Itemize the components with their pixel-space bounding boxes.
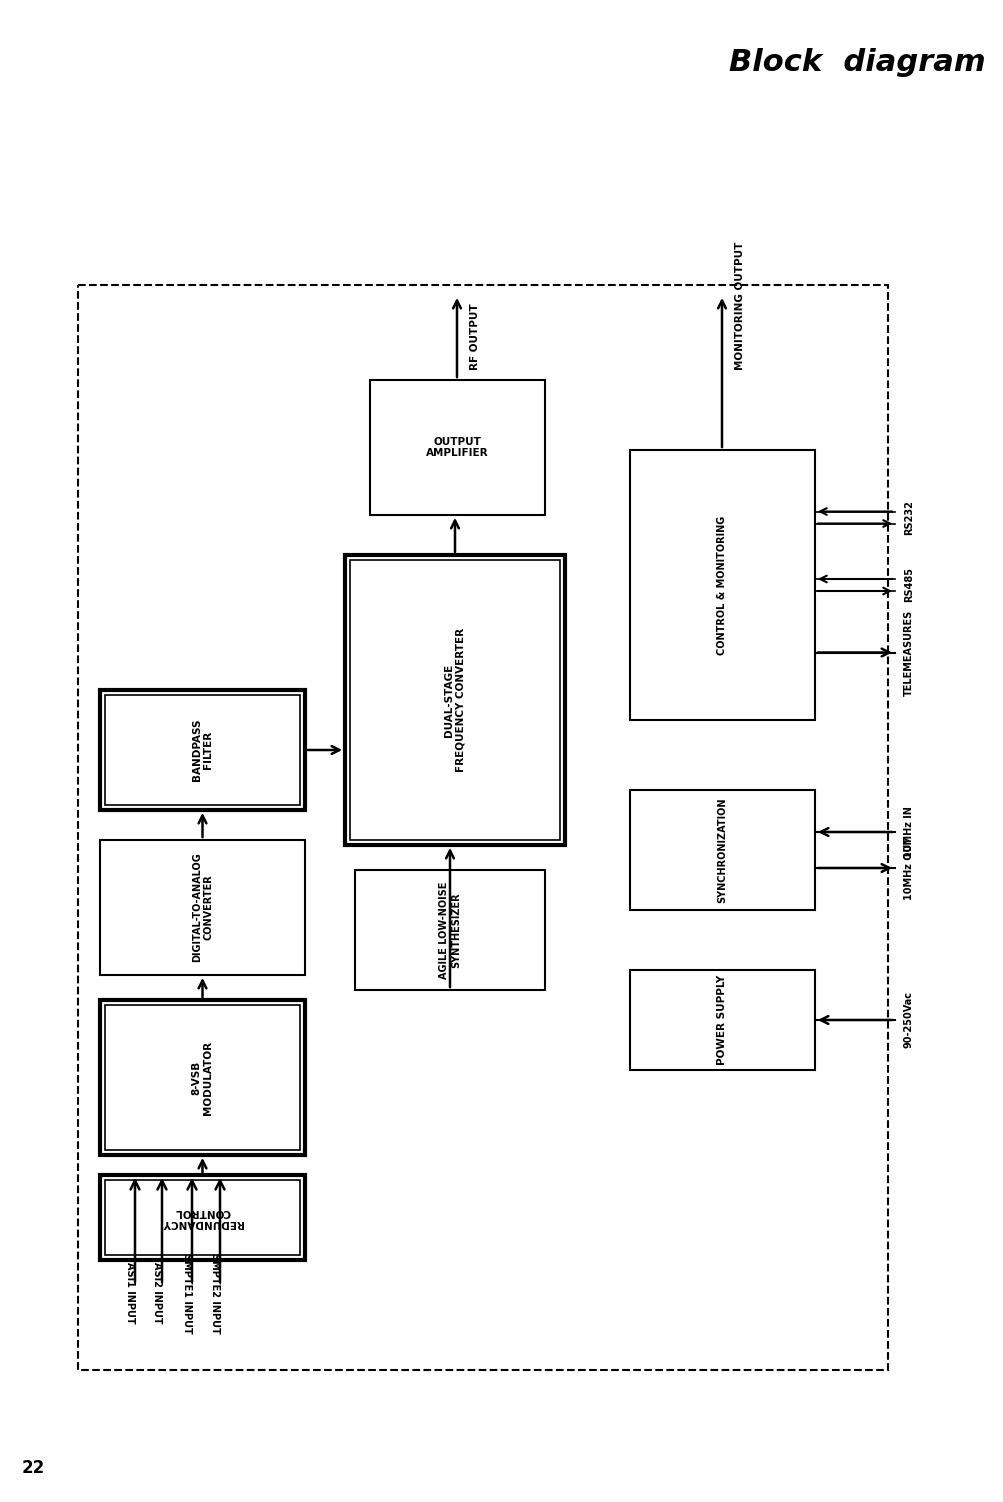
Bar [105, 1181, 300, 1256]
Bar [370, 380, 545, 515]
Bar [105, 1005, 300, 1151]
Text: AGILE LOW-NOISE
SYNTHESIZER: AGILE LOW-NOISE SYNTHESIZER [438, 882, 460, 979]
Text: BANDPASS
FILTER: BANDPASS FILTER [192, 719, 213, 781]
Text: 10MHz OUT: 10MHz OUT [903, 837, 913, 900]
Text: ASI1 INPUT: ASI1 INPUT [125, 1262, 134, 1323]
Bar [100, 689, 305, 810]
Text: SMPTE2 INPUT: SMPTE2 INPUT [210, 1253, 220, 1334]
Text: RF OUTPUT: RF OUTPUT [469, 303, 479, 369]
Bar [100, 1175, 305, 1260]
Text: RS232: RS232 [903, 500, 913, 535]
Text: 10MHz IN: 10MHz IN [903, 807, 913, 858]
Text: ASI2 INPUT: ASI2 INPUT [151, 1262, 161, 1323]
Bar [629, 970, 814, 1069]
Text: POWER SUPPLY: POWER SUPPLY [717, 975, 727, 1065]
Bar [105, 695, 300, 805]
Bar [350, 560, 560, 840]
Bar [629, 451, 814, 719]
Text: TELEMEASURES: TELEMEASURES [903, 610, 913, 695]
Text: Block  diagram: Block diagram [728, 48, 985, 77]
Text: 8-VSB
MODULATOR: 8-VSB MODULATOR [192, 1041, 213, 1114]
Text: CONTROL & MONITORING: CONTROL & MONITORING [717, 515, 727, 655]
Text: DIGITAL-TO-ANALOG
CONVERTER: DIGITAL-TO-ANALOG CONVERTER [192, 853, 213, 963]
Text: 22: 22 [22, 1458, 45, 1476]
Text: RS485: RS485 [903, 568, 913, 602]
Bar [78, 285, 887, 1370]
Bar [629, 790, 814, 910]
Bar [345, 556, 565, 846]
Text: DUAL-STAGE
FREQUENCY CONVERTER: DUAL-STAGE FREQUENCY CONVERTER [443, 628, 465, 772]
Bar [355, 870, 545, 990]
Text: REDUNDANCY
CONTROL: REDUNDANCY CONTROL [161, 1206, 243, 1229]
Text: MONITORING OUTPUT: MONITORING OUTPUT [734, 242, 744, 369]
Bar [100, 1000, 305, 1155]
Text: SYNCHRONIZATION: SYNCHRONIZATION [717, 798, 727, 903]
Text: OUTPUT
AMPLIFIER: OUTPUT AMPLIFIER [425, 437, 488, 458]
Text: 90-250Vac: 90-250Vac [903, 991, 913, 1048]
Text: SMPTE1 INPUT: SMPTE1 INPUT [182, 1253, 192, 1334]
Bar [100, 840, 305, 975]
